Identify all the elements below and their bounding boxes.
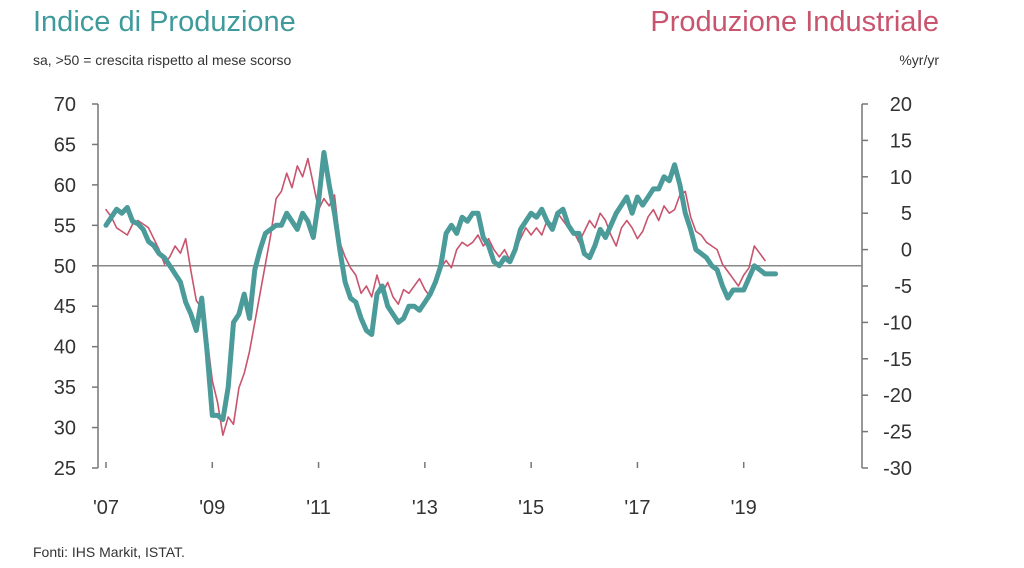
- x-tick-label: '13: [412, 497, 438, 519]
- right-tick-label: -5: [894, 276, 912, 298]
- left-tick-label: 35: [54, 377, 76, 399]
- right-tick-label: 0: [901, 240, 912, 262]
- right-tick-label: -30: [883, 458, 912, 480]
- left-tick-label: 60: [54, 175, 76, 197]
- x-tick-label: '19: [731, 497, 757, 519]
- x-tick-label: '09: [199, 497, 225, 519]
- left-axis-subtitle: sa, >50 = crescita rispetto al mese scor…: [33, 52, 292, 68]
- series-line-indice-di-produzione: [103, 150, 779, 422]
- right-tick-label: -10: [883, 312, 912, 334]
- left-tick-label: 70: [54, 94, 76, 116]
- left-axis-ticks: 70 65 60 55 50 45 40 35 30 25: [54, 94, 98, 480]
- right-tick-label: 20: [890, 94, 912, 116]
- left-tick-label: 40: [54, 337, 76, 359]
- series-layer: [103, 150, 779, 437]
- right-axis-title: Produzione Industriale: [650, 6, 939, 38]
- series-line-produzione-industriale: [105, 157, 766, 437]
- right-axis-subtitle: %yr/yr: [899, 52, 939, 68]
- left-tick-label: 50: [54, 256, 76, 278]
- left-tick-label: 30: [54, 418, 76, 440]
- x-tick-label: '11: [306, 497, 331, 519]
- right-tick-label: -25: [883, 422, 912, 444]
- right-tick-label: 10: [890, 167, 912, 189]
- left-tick-label: 65: [54, 134, 76, 156]
- x-axis-ticks: '07 '09 '11 '13 '15 '17 '19: [93, 462, 757, 519]
- left-tick-label: 45: [54, 296, 76, 318]
- x-tick-label: '07: [93, 497, 119, 519]
- x-tick-label: '17: [624, 497, 650, 519]
- source-note: Fonti: IHS Markit, ISTAT.: [33, 544, 185, 560]
- left-axis-title: Indice di Produzione: [33, 6, 296, 38]
- right-tick-label: -20: [883, 385, 912, 407]
- left-tick-label: 55: [54, 215, 76, 237]
- x-tick-label: '15: [518, 497, 544, 519]
- right-tick-label: 15: [890, 130, 912, 152]
- right-tick-label: -15: [883, 349, 912, 371]
- right-tick-label: 5: [901, 203, 912, 225]
- left-tick-label: 25: [54, 458, 76, 480]
- right-axis-ticks: 20 15 10 5 0 -5 -10 -15 -20 -25 -30: [862, 94, 912, 480]
